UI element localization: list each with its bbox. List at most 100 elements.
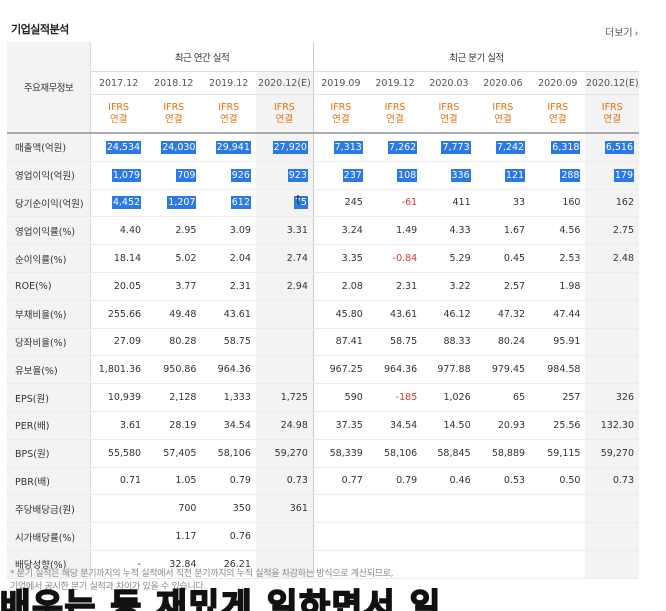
table-row: 배당성향(%) - 32.84 26.21 <box>7 550 639 579</box>
table-cell: 80.28 <box>146 328 202 357</box>
cell-value: 4.40 <box>119 225 142 237</box>
table-cell: 58.75 <box>367 328 423 357</box>
cell-value: 58.75 <box>223 336 251 348</box>
cell-value: 3.61 <box>119 419 142 431</box>
table-cell: 612 <box>201 189 256 218</box>
cell-value: 3.24 <box>341 225 363 237</box>
cell-value: 33 <box>512 197 526 209</box>
table-cell: 80.24 <box>475 328 531 357</box>
table-cell: 14.50 <box>422 411 476 440</box>
more-link[interactable]: 더보기 › <box>605 24 638 39</box>
table-cell: 709 <box>146 161 202 190</box>
cell-value: 24,534 <box>105 140 142 154</box>
table-cell: 923 <box>255 161 314 190</box>
footnote: * 분기 실적은 해당 분기까지의 누적 실적에서 직전 분기까지의 누적 실적… <box>10 568 394 594</box>
table-cell: 162 <box>585 189 639 218</box>
table-cell: 0.73 <box>255 467 314 496</box>
table-cell: 7,773 <box>422 133 476 162</box>
table-cell: - <box>90 550 147 579</box>
standard-ifrs: IFRS <box>547 101 569 113</box>
table-cell: 88.33 <box>422 328 476 357</box>
table-cell: 288 <box>530 161 586 190</box>
standard-consolidated: 연결 <box>440 113 458 125</box>
cell-value: 245 <box>344 197 363 209</box>
table-cell: 132.30 <box>585 411 639 440</box>
table-cell: 65 <box>475 383 531 412</box>
table-cell <box>313 550 368 579</box>
cell-value: 964.36 <box>217 364 251 376</box>
table-cell: 7,242 <box>475 133 531 162</box>
row-label: 유보율(%) <box>7 355 92 385</box>
table-row: 당기순이익(억원) 4,452 1,207 612 75 245 -61 411 33 160 16… <box>7 189 639 218</box>
cell-value: 0.79 <box>396 475 418 487</box>
table-cell: 411 <box>422 189 476 218</box>
table-cell <box>475 522 531 551</box>
cell-value: 0.71 <box>119 475 142 487</box>
table-cell: 1.67 <box>475 216 531 246</box>
cell-value: 108 <box>397 168 418 182</box>
cell-value: 59,115 <box>547 447 581 459</box>
table-cell: 27.09 <box>90 328 147 357</box>
cell-value: 34.54 <box>223 419 251 431</box>
cell-value: 58,106 <box>217 447 251 459</box>
annual-group-header: 최근 연간 실적 <box>90 42 314 72</box>
table-cell: 160 <box>530 189 586 218</box>
table-cell: 1,079 <box>90 161 147 190</box>
cell-value: -61 <box>401 197 418 209</box>
period-header: 2020.03 <box>422 71 476 95</box>
standard-consolidated: 연결 <box>165 113 183 125</box>
table-cell: 6,318 <box>530 133 586 162</box>
table-row: ROE(%) 20.05 3.77 2.31 2.94 2.08 2.31 3.22 2.57 1… <box>7 272 639 301</box>
table-cell: 2.31 <box>367 272 423 301</box>
cell-value: 5.02 <box>175 253 197 265</box>
table-cell: 75 <box>255 189 314 218</box>
cell-value: 2.94 <box>286 280 308 292</box>
table-cell: 58,845 <box>422 439 476 468</box>
table-cell: -61 <box>367 189 423 218</box>
table-cell: 59,270 <box>585 439 639 468</box>
row-label: 영업이익(억원) <box>7 161 92 190</box>
table-cell <box>530 494 586 524</box>
table-cell: 29,941 <box>201 133 256 162</box>
cell-value: 65 <box>512 392 526 404</box>
table-cell: 2.95 <box>146 216 202 246</box>
accounting-standard: IFRS 연결 <box>585 94 639 134</box>
table-cell: 46.12 <box>422 299 476 329</box>
cell-value: 4.56 <box>559 225 581 237</box>
table-cell: 1.17 <box>146 522 202 551</box>
cell-value: 58,845 <box>437 447 471 459</box>
cell-value: 257 <box>562 392 581 404</box>
table-cell: 1,725 <box>255 383 314 412</box>
row-label: 순이익률(%) <box>7 244 92 273</box>
cell-value: 984.58 <box>547 364 581 376</box>
period-header: 2017.12 <box>90 71 147 95</box>
cell-value: 55,580 <box>107 447 142 459</box>
table-cell: 3.31 <box>255 216 314 246</box>
table-cell: 34.54 <box>367 411 423 440</box>
table-cell: 0.79 <box>367 467 423 496</box>
section-title: 기업실적분석 <box>11 23 69 36</box>
table-cell: 2.31 <box>201 272 256 301</box>
cell-value: 58,339 <box>329 447 363 459</box>
table-cell: 3.35 <box>313 244 368 273</box>
table-cell: 950.86 <box>146 355 202 385</box>
cell-value: 20.93 <box>497 419 526 431</box>
row-label: BPS(원) <box>7 439 92 468</box>
cell-value: 2.08 <box>341 280 363 292</box>
table-cell: 1,207 <box>146 189 202 218</box>
cell-value: 2.48 <box>612 253 634 265</box>
cell-value: 37.35 <box>335 419 363 431</box>
cell-value: 350 <box>232 503 251 515</box>
row-label: ROE(%) <box>7 272 92 301</box>
cell-value: 926 <box>230 168 251 182</box>
table-cell <box>90 494 147 524</box>
table-cell <box>367 550 423 579</box>
table-cell: 964.36 <box>201 355 256 385</box>
table-row: 주당배당금(원) 700 350 361 <box>7 494 639 524</box>
cell-value: 1.49 <box>396 225 418 237</box>
cell-value: 3.31 <box>286 225 308 237</box>
cell-value: 923 <box>287 168 308 182</box>
table-row: 영업이익률(%) 4.40 2.95 3.09 3.31 3.24 1.49 4.33 1.67… <box>7 216 639 246</box>
period-header: 2020.06 <box>475 71 531 95</box>
cell-value: 179 <box>613 168 634 182</box>
